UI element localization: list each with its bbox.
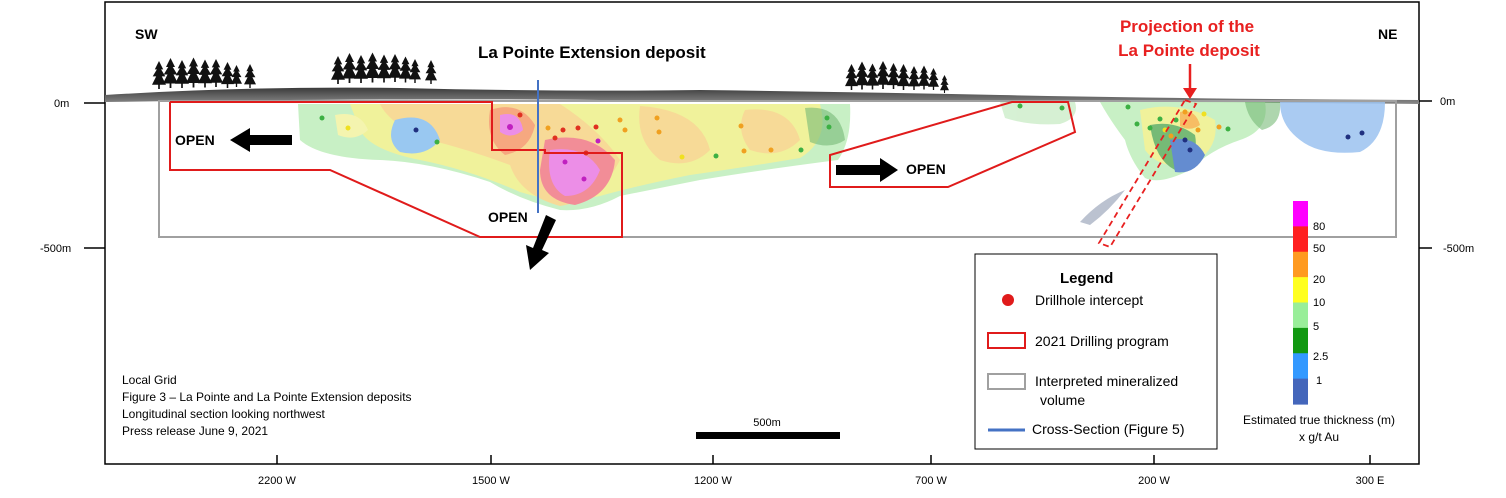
- x-tick-label: 200 W: [1138, 475, 1170, 487]
- open-label-left: OPEN: [175, 132, 215, 148]
- depth-label-500-right: -500m: [1443, 243, 1474, 255]
- depth-label-0-right: 0m: [1440, 96, 1455, 108]
- legend-volume-symbol: [987, 373, 1026, 390]
- deposit-title: La Pointe Extension deposit: [478, 43, 706, 62]
- legend-item-drilling: 2021 Drilling program: [1035, 333, 1169, 349]
- la-pointe-projection: [1097, 98, 1198, 249]
- x-tick-label: 2200 W: [258, 475, 297, 487]
- x-tick-label: 700 W: [915, 475, 947, 487]
- x-tick-label: 1200 W: [694, 475, 733, 487]
- projection-label-line2: La Pointe deposit: [1118, 41, 1260, 60]
- grade-contour-extension: [298, 104, 851, 211]
- open-label-bottom: OPEN: [488, 209, 528, 225]
- colorbar-segment: [1293, 226, 1308, 253]
- open-arrow-down: [526, 215, 556, 270]
- drillhole-intercepts: [319, 103, 1365, 182]
- colorbar-caption-line1: Estimated true thickness (m): [1243, 413, 1395, 427]
- colorbar-segment: [1293, 327, 1308, 354]
- projection-label-line1: Projection of the: [1120, 17, 1254, 36]
- colorbar-label: 50: [1313, 243, 1325, 255]
- open-arrow-left: [230, 128, 292, 152]
- sw-label: SW: [135, 26, 158, 42]
- open-arrow-right: [836, 158, 898, 182]
- colorbar-segment: [1293, 277, 1308, 304]
- legend-item-cross-section: Cross-Section (Figure 5): [1032, 421, 1185, 437]
- grade-color-scale: [1293, 201, 1308, 405]
- colorbar-label: 5: [1313, 321, 1319, 333]
- drilling-program-outline-left: [169, 101, 623, 238]
- x-tick-label: 300 E: [1356, 475, 1385, 487]
- legend-item-drillhole: Drillhole intercept: [1035, 292, 1143, 308]
- depth-label-0-left: 0m: [54, 98, 69, 110]
- colorbar-segment: [1293, 201, 1308, 227]
- legend-item-volume: Interpreted mineralized: [1035, 373, 1178, 389]
- legend-title: Legend: [1060, 270, 1113, 287]
- colorbar-label: 1: [1316, 375, 1322, 387]
- mineralized-volume-outline: [158, 100, 1397, 238]
- colorbar-label: 10: [1313, 297, 1325, 309]
- legend-drillhole-symbol: [1002, 294, 1014, 306]
- caption-line: Longitudinal section looking northwest: [122, 407, 325, 421]
- figure-frame: [104, 1, 1420, 465]
- x-tick-label: 1500 W: [472, 475, 511, 487]
- colorbar-caption-line2: x g/t Au: [1299, 430, 1339, 444]
- colorbar-label: 20: [1313, 274, 1325, 286]
- drilling-program-outline-right: [829, 101, 1077, 188]
- colorbar-segment: [1293, 251, 1308, 278]
- colorbar-segment: [1293, 353, 1308, 380]
- open-label-right: OPEN: [906, 161, 946, 177]
- legend: Legend Drillhole intercept 2021 Drilling…: [974, 253, 1218, 450]
- legend-drilling-symbol: [987, 332, 1026, 349]
- colorbar-label: 2.5: [1313, 351, 1328, 363]
- legend-item-volume-line2: volume: [1040, 392, 1085, 408]
- colorbar-segment: [1293, 302, 1308, 329]
- scale-bar-label: 500m: [753, 417, 781, 429]
- scale-bar: [696, 432, 840, 439]
- depth-label-500-left: -500m: [40, 243, 71, 255]
- ne-label: NE: [1378, 26, 1397, 42]
- figure-caption: Local Grid Figure 3 – La Pointe and La P…: [122, 373, 412, 438]
- caption-line: Press release June 9, 2021: [122, 424, 268, 438]
- colorbar-label: 80: [1313, 221, 1325, 233]
- grade-contour-la-pointe: [1000, 102, 1385, 225]
- colorbar-segment: [1293, 378, 1308, 405]
- caption-line: Figure 3 – La Pointe and La Pointe Exten…: [122, 390, 412, 404]
- caption-line: Local Grid: [122, 373, 177, 387]
- ground-surface: [105, 87, 1419, 104]
